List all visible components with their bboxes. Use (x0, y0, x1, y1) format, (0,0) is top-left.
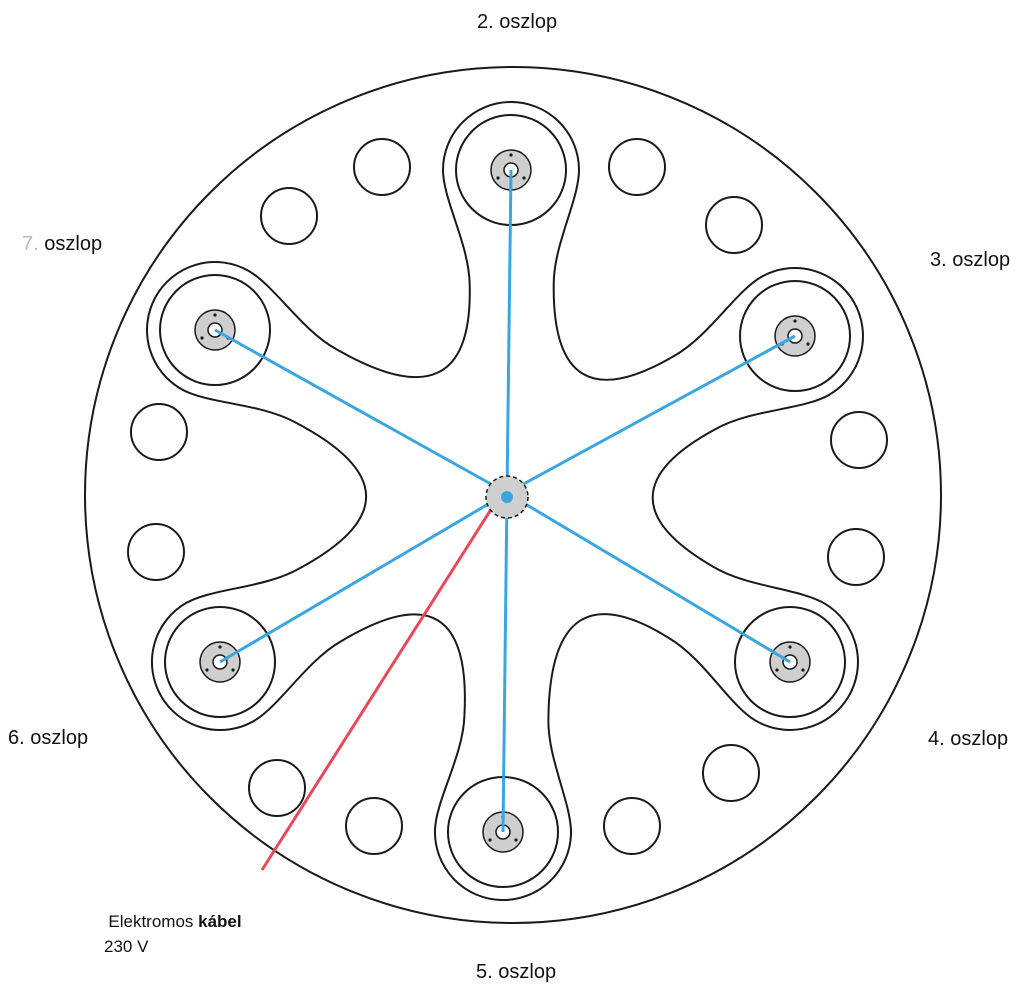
perimeter-circle-3 (260, 187, 318, 245)
pole-3-inner-ring (739, 280, 851, 392)
wire-to-pole-4 (506, 491, 791, 664)
pad-5-bolt-2 (514, 838, 518, 842)
perimeter-circle-6 (830, 411, 888, 469)
wire-to-pole-5 (501, 492, 509, 833)
pad-5-bolt-3 (488, 838, 492, 842)
pole-label-2: 2. oszlop (477, 11, 558, 33)
pole-4-inner-ring (734, 606, 846, 718)
pad-7-bolt-1 (213, 313, 217, 317)
wire-to-pole-3 (506, 334, 796, 495)
pad-2-bolt-2 (522, 176, 526, 180)
wire-to-pole-7 (214, 328, 508, 495)
pad-4-bolt-3 (775, 668, 779, 672)
pad-2-bolt-1 (509, 153, 513, 157)
center-hub (485, 475, 529, 519)
pole-label-5: 5. oszlop (476, 961, 557, 983)
hub-core (501, 491, 513, 503)
pole-6-inner-ring (164, 606, 276, 718)
pole-label-7: 7. oszlop (22, 233, 103, 255)
cable-label: Elektromos kábel 230 V (60, 909, 290, 959)
outer-boundary-circle (84, 66, 942, 924)
perimeter-circle-9 (248, 759, 306, 817)
star-shaped-base (146, 100, 864, 902)
perimeter-circle-8 (827, 528, 885, 586)
perimeter-circle-2 (608, 138, 666, 196)
pad-2-bolt-3 (496, 176, 500, 180)
pad-7-bolt-3 (200, 336, 204, 340)
pad-6-bolt-2 (231, 668, 235, 672)
perimeter-circle-5 (130, 403, 188, 461)
cable-label-plain: Elektromos (108, 912, 194, 931)
perimeter-circle-12 (603, 797, 661, 855)
pad-4-bolt-1 (788, 645, 792, 649)
pole-pads (194, 149, 816, 853)
pad-4-bolt-2 (801, 668, 805, 672)
perimeter-circle-1 (353, 138, 411, 196)
pad-3-bolt-2 (806, 342, 810, 346)
cable-label-bold: kábel (198, 912, 242, 931)
pad-6-bolt-1 (218, 645, 222, 649)
pole-label-4: 4. oszlop (928, 728, 1009, 750)
blue-wires (214, 169, 796, 833)
pole-label-6: 6. oszlop (8, 727, 89, 749)
pole-inner-rings (159, 114, 851, 888)
pole-label-3: 3. oszlop (930, 249, 1011, 271)
wire-to-pole-2 (505, 169, 513, 494)
wire-to-pole-6 (219, 491, 508, 664)
perimeter-circles (127, 138, 888, 855)
cable-voltage: 230 V (104, 937, 149, 956)
perimeter-circle-10 (702, 744, 760, 802)
perimeter-circle-11 (345, 797, 403, 855)
perimeter-circle-7 (127, 523, 185, 581)
pad-6-bolt-3 (205, 668, 209, 672)
electric-cable-line (260, 499, 499, 871)
pole-7-inner-ring (159, 274, 271, 386)
perimeter-circle-4 (705, 196, 763, 254)
pad-3-bolt-1 (793, 319, 797, 323)
